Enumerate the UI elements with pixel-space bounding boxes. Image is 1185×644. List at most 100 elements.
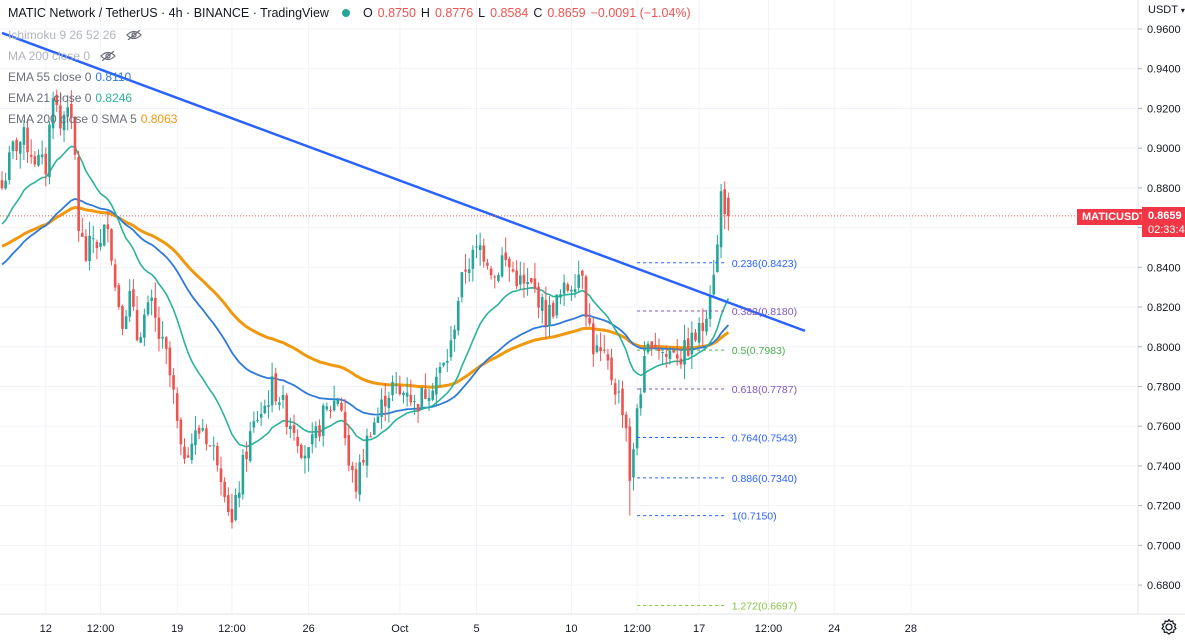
candle <box>431 383 434 402</box>
candle-body <box>562 282 566 294</box>
candle <box>398 375 402 396</box>
candle <box>143 308 146 347</box>
time-tick-label: 24 <box>828 623 840 635</box>
candle <box>325 402 329 412</box>
candle <box>99 228 102 251</box>
candle-body <box>245 451 248 460</box>
candle <box>296 429 299 454</box>
candle-body <box>383 395 387 407</box>
candle-body <box>690 332 694 355</box>
candle <box>154 282 157 332</box>
candle-body <box>442 362 445 366</box>
candle <box>11 140 15 160</box>
indicator-label: EMA 200 close 0 SMA 5 <box>8 112 137 126</box>
close-value: 0.8659 <box>547 6 586 20</box>
candle <box>230 493 234 529</box>
high-value: 0.8776 <box>434 6 474 20</box>
time-tick-label: 26 <box>302 623 314 635</box>
candle-body <box>314 426 318 439</box>
candle-body <box>639 394 643 409</box>
candle-body <box>456 300 460 331</box>
candle <box>139 332 142 344</box>
fibonacci-retracement[interactable]: 0.236(0.8423) 0.382(0.8180) 0.5(0.7983) 0.6… <box>637 258 797 613</box>
time-tick-label: 19 <box>171 623 183 635</box>
candle-body <box>369 436 372 438</box>
candle <box>216 442 219 472</box>
candle-body <box>29 154 33 157</box>
fib-level-label: 0.5(0.7983) <box>732 345 786 357</box>
candle <box>595 334 599 354</box>
candle <box>186 447 190 459</box>
candle <box>686 327 690 357</box>
indicator-ema55[interactable]: EMA 55 close 0 0.8110 <box>8 70 131 84</box>
gear-icon[interactable] <box>1160 618 1178 636</box>
candle-body <box>427 397 431 402</box>
candle-body <box>617 391 621 393</box>
candle-body <box>26 127 29 153</box>
eye-hidden-icon[interactable] <box>100 51 116 61</box>
candle <box>146 295 150 317</box>
indicator-ichimoku[interactable]: Ichimoku 9 26 52 26 <box>8 28 142 42</box>
fib-level-label: 0.764(0.7543) <box>732 433 797 445</box>
candle <box>22 119 26 161</box>
candle-body <box>654 344 657 347</box>
candle-body <box>48 124 51 178</box>
candle <box>285 392 288 435</box>
indicator-ema21[interactable]: EMA 21 close 0 0.8246 <box>8 91 132 105</box>
chevron-down-icon: ▾ <box>1180 6 1185 15</box>
candle-body <box>66 107 69 117</box>
price-tick-label: 0.9600 <box>1147 24 1181 36</box>
candle <box>8 145 11 185</box>
candle <box>26 118 29 163</box>
candle <box>544 286 548 339</box>
candle <box>303 445 307 474</box>
eye-hidden-icon[interactable] <box>126 30 142 40</box>
candle <box>332 385 336 412</box>
candle-body <box>190 443 194 460</box>
candle <box>95 239 99 260</box>
candle-body <box>453 329 456 339</box>
candle-body <box>216 446 219 466</box>
candle-body <box>205 428 208 445</box>
candle <box>537 282 540 319</box>
candle-body <box>555 294 559 316</box>
candle-body <box>529 278 533 283</box>
candle <box>577 260 580 292</box>
candle <box>690 321 694 370</box>
candle-body <box>489 268 493 276</box>
candle-body <box>471 249 475 269</box>
candle <box>515 260 518 290</box>
candle-body <box>110 229 113 261</box>
candle <box>471 245 475 282</box>
ema-21-path <box>1 145 730 448</box>
candle <box>307 447 310 472</box>
candle-body <box>186 455 190 458</box>
time-tick-label: 28 <box>905 623 917 635</box>
candle-body <box>376 416 380 423</box>
candle-body <box>88 235 91 262</box>
candle-body <box>435 376 438 395</box>
price-tick-label: 0.9400 <box>1147 64 1181 76</box>
candle <box>351 461 354 483</box>
symbol-title[interactable]: MATIC Network / TetherUS · 4h · BINANCE … <box>8 6 329 20</box>
time-axis[interactable]: 12 12:00 19 12:00 26 Oct 5 10 12:00 17 12:00 24 28 <box>0 613 1185 635</box>
candle-body <box>420 387 424 410</box>
candle-body <box>621 388 624 416</box>
price-axis[interactable]: 0.96000.94000.92000.90000.88000.86000.84… <box>1137 0 1181 614</box>
trendline[interactable] <box>1 31 806 333</box>
candle-body <box>606 354 610 361</box>
candle <box>15 137 18 161</box>
bar-countdown: 02:33:4 <box>1148 224 1185 236</box>
close-label: C <box>533 6 543 20</box>
candle <box>88 221 91 271</box>
candle <box>219 456 223 496</box>
candle-body <box>438 366 442 374</box>
indicator-ma200[interactable]: MA 200 close 0 <box>8 49 116 63</box>
candle <box>478 232 482 266</box>
currency-selector[interactable]: USDT ▾ <box>1148 4 1185 16</box>
candle-body <box>168 347 172 376</box>
candle-body <box>668 350 672 359</box>
candle <box>456 296 460 336</box>
indicator-ema200[interactable]: EMA 200 close 0 SMA 5 0.8063 <box>8 112 177 126</box>
